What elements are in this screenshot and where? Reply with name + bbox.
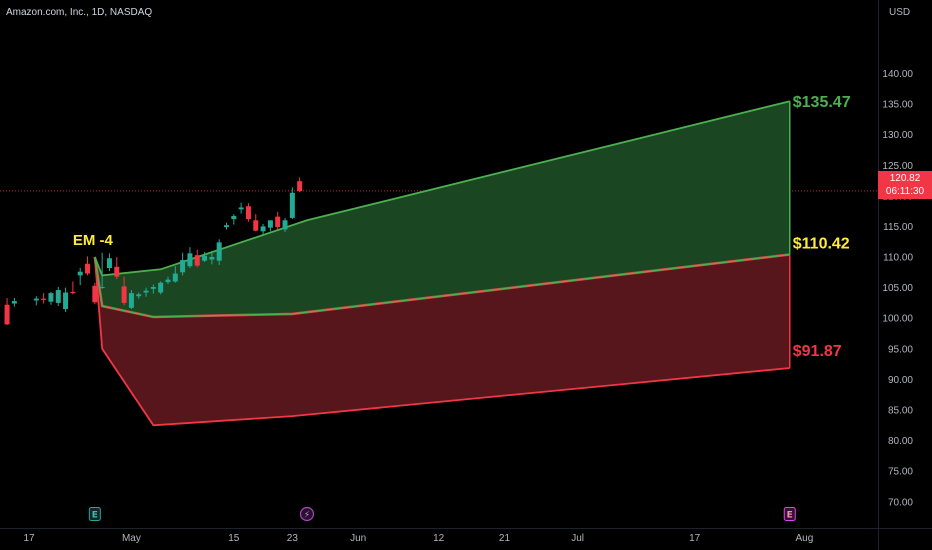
candle-body bbox=[136, 294, 142, 297]
last-price-badge: 120.82 06:11:30 bbox=[878, 171, 932, 199]
symbol-title: Amazon.com, Inc., 1D, NASDAQ bbox=[6, 7, 153, 18]
candle-body bbox=[282, 220, 288, 230]
candle-body bbox=[253, 220, 259, 231]
candle-body bbox=[114, 266, 120, 277]
price-tick-label: 95.00 bbox=[888, 344, 913, 355]
candle-body bbox=[77, 271, 83, 276]
candle-body bbox=[143, 290, 149, 293]
price-axis[interactable]: 140.00135.00130.00125.00120.00115.00110.… bbox=[882, 69, 913, 508]
price-tick-label: 100.00 bbox=[882, 314, 913, 325]
middle-target-label: $110.42 bbox=[793, 235, 850, 252]
time-tick-label: Aug bbox=[795, 533, 813, 544]
price-tick-label: 135.00 bbox=[882, 100, 913, 111]
candle-body bbox=[128, 293, 134, 308]
chart-labels: $135.47 $110.42 $91.87 EM -4 bbox=[73, 94, 851, 360]
candle-body bbox=[231, 216, 237, 220]
candle-body bbox=[121, 286, 127, 303]
candle-body bbox=[48, 293, 54, 302]
candle-body bbox=[172, 273, 178, 282]
price-tick-label: 75.00 bbox=[888, 467, 913, 478]
price-tick-label: 125.00 bbox=[882, 161, 913, 172]
time-tick-label: May bbox=[122, 533, 141, 544]
candlestick-series bbox=[4, 177, 303, 325]
earnings-event-badge bbox=[783, 507, 796, 521]
candle-body bbox=[275, 216, 281, 228]
lower-bound-line bbox=[93, 256, 790, 427]
dividend-event-badge bbox=[299, 506, 315, 522]
candle-body bbox=[238, 207, 244, 210]
candle-body bbox=[33, 298, 39, 301]
candle-body bbox=[99, 287, 105, 289]
price-tick-label: 70.00 bbox=[888, 497, 913, 508]
expected-move-label: EM -4 bbox=[73, 232, 114, 249]
candle-body bbox=[224, 225, 230, 228]
candle-body bbox=[158, 282, 164, 293]
candle-body bbox=[85, 263, 91, 274]
time-tick-label: 17 bbox=[689, 533, 701, 544]
time-tick-label: 23 bbox=[287, 533, 299, 544]
candle-body bbox=[202, 255, 208, 261]
expected-move-zone bbox=[93, 100, 791, 427]
candle-body bbox=[150, 287, 156, 289]
candle-body bbox=[106, 258, 112, 269]
price-tick-label: 80.00 bbox=[888, 436, 913, 447]
event-glyph: E bbox=[787, 511, 793, 521]
price-tick-label: 130.00 bbox=[882, 130, 913, 141]
dividend-event-icon[interactable]: ⚡ bbox=[299, 506, 315, 522]
candle-body bbox=[297, 181, 303, 191]
candle-body bbox=[165, 279, 171, 283]
price-tick-label: 110.00 bbox=[883, 253, 913, 264]
earnings-event-icon[interactable]: E bbox=[783, 507, 796, 521]
event-glyph: ⚡ bbox=[304, 511, 310, 521]
price-tick-label: 140.00 bbox=[882, 69, 913, 80]
time-tick-label: 17 bbox=[23, 533, 35, 544]
lower-move-zone bbox=[94, 254, 790, 426]
candle-body bbox=[63, 292, 69, 310]
price-tick-label: 85.00 bbox=[888, 405, 913, 416]
earnings-event-badge bbox=[88, 507, 101, 521]
candle-body bbox=[260, 226, 266, 232]
candle-body bbox=[70, 291, 76, 294]
bar-countdown: 06:11:30 bbox=[885, 186, 925, 197]
time-tick-label: Jun bbox=[350, 533, 366, 544]
candle-body bbox=[194, 255, 200, 266]
lower-target-label: $91.87 bbox=[793, 343, 842, 360]
upper-target-label: $135.47 bbox=[793, 94, 851, 111]
candle-body bbox=[245, 206, 251, 220]
candle-body bbox=[267, 220, 273, 228]
last-price-value: 120.82 bbox=[889, 173, 921, 184]
candle-body bbox=[55, 290, 61, 303]
price-tick-label: 90.00 bbox=[888, 375, 913, 386]
candle-body bbox=[187, 253, 193, 267]
time-tick-label: 12 bbox=[433, 533, 445, 544]
candle-body bbox=[11, 301, 17, 304]
time-tick-label: 21 bbox=[499, 533, 511, 544]
upper-bound-line bbox=[93, 100, 791, 277]
middle-line-green bbox=[94, 253, 790, 318]
candle-body bbox=[209, 257, 215, 260]
upper-move-zone bbox=[94, 101, 790, 317]
candle-body bbox=[41, 298, 47, 300]
candle-body bbox=[4, 304, 10, 325]
candle-body bbox=[216, 242, 222, 261]
candle-body bbox=[92, 285, 98, 303]
candle-body bbox=[289, 192, 295, 218]
currency-label[interactable]: USD bbox=[889, 7, 911, 18]
earnings-event-icon[interactable]: E bbox=[88, 507, 101, 521]
price-tick-label: 105.00 bbox=[882, 283, 913, 294]
price-tick-label: 115.00 bbox=[883, 222, 913, 233]
time-tick-label: Jul bbox=[571, 533, 584, 544]
candle-body bbox=[180, 260, 186, 273]
event-glyph: E bbox=[92, 511, 98, 521]
time-tick-label: 15 bbox=[228, 533, 240, 544]
time-axis[interactable]: 17 May 15 23 Jun 12 21 Jul 17 Aug E ⚡ E bbox=[23, 506, 813, 545]
